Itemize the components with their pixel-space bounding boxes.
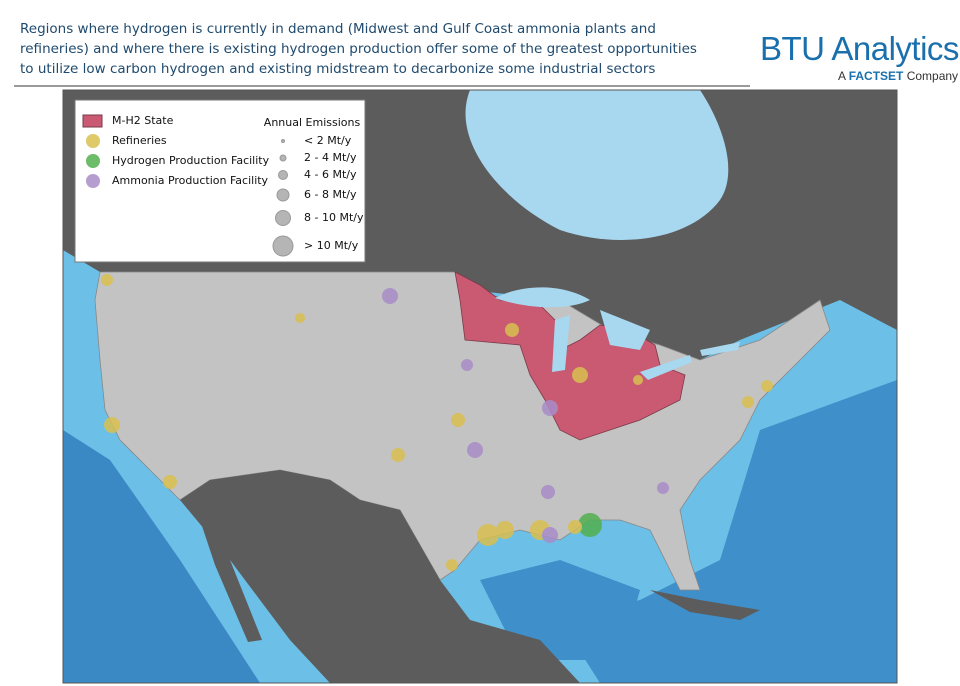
size-swatch xyxy=(278,170,288,180)
brand-sub-suffix: Company xyxy=(906,69,959,83)
cuba xyxy=(650,590,760,620)
refinery xyxy=(742,396,754,408)
facilities xyxy=(101,274,773,571)
rule xyxy=(14,85,750,87)
refinery xyxy=(633,375,643,385)
ammonia xyxy=(542,527,558,543)
refinery xyxy=(496,521,514,539)
size-swatch xyxy=(281,139,285,143)
refinery xyxy=(572,367,588,383)
caption-line: to utilize low carbon hydrogen and exist… xyxy=(20,61,656,77)
size-swatch xyxy=(276,188,290,202)
refinery xyxy=(104,417,120,433)
deep-ocean xyxy=(63,430,260,683)
hudson-bay xyxy=(465,90,729,240)
lake xyxy=(495,287,590,308)
brand-sub: A FACTSET Company xyxy=(838,69,958,83)
size-label: > 10 Mt/y xyxy=(304,239,359,252)
size-label: 2 - 4 Mt/y xyxy=(304,151,357,164)
deep-ocean xyxy=(560,380,897,683)
legend: M-H2 State Refineries Hydrogen Production … xyxy=(74,99,366,263)
lake xyxy=(600,310,650,350)
map-frame xyxy=(62,89,898,684)
refinery xyxy=(761,380,773,392)
legend-box xyxy=(74,99,366,263)
caption: Regions where hydrogen is currently in d… xyxy=(20,19,760,79)
ammonia xyxy=(542,400,558,416)
brand: BTU Analytics xyxy=(760,30,959,67)
brand-sub-company: FACTSET xyxy=(848,69,904,83)
mexico xyxy=(180,470,580,683)
legend-label: Ammonia Production Facility xyxy=(112,174,269,187)
size-title: Annual Emissions xyxy=(264,116,361,129)
size-label: < 2 Mt/y xyxy=(304,134,352,147)
lake xyxy=(552,315,570,372)
hydrogen xyxy=(578,513,602,537)
caption-line: Regions where hydrogen is currently in d… xyxy=(20,21,656,37)
legend-label: Refineries xyxy=(112,134,167,147)
size-swatch xyxy=(272,235,294,257)
size-swatch xyxy=(279,154,287,162)
refinery xyxy=(451,413,465,427)
brand-sub-prefix: A xyxy=(838,69,846,83)
legend-label: Hydrogen Production Facility xyxy=(112,154,270,167)
ammonia xyxy=(541,485,555,499)
lake xyxy=(640,355,692,380)
lake xyxy=(700,342,740,356)
ammonia xyxy=(461,359,473,371)
legend-swatch xyxy=(86,174,100,188)
refinery xyxy=(391,448,405,462)
refinery xyxy=(101,274,113,286)
map-body xyxy=(63,90,897,683)
legend-swatch xyxy=(86,154,100,168)
legend-swatch xyxy=(82,114,103,128)
refinery xyxy=(505,323,519,337)
refinery xyxy=(163,475,177,489)
legend-swatch xyxy=(86,134,100,148)
refinery xyxy=(295,313,305,323)
refinery xyxy=(477,524,499,546)
ammonia xyxy=(657,482,669,494)
size-swatch xyxy=(275,210,291,226)
baja xyxy=(195,500,262,642)
size-label: 6 - 8 Mt/y xyxy=(304,188,357,201)
caption-line: refineries) and where there is existing … xyxy=(20,41,697,57)
ammonia xyxy=(382,288,398,304)
size-label: 8 - 10 Mt/y xyxy=(304,211,364,224)
refinery xyxy=(568,520,582,534)
legend-label: M-H2 State xyxy=(112,114,174,127)
size-label: 4 - 6 Mt/y xyxy=(304,168,357,181)
ammonia xyxy=(467,442,483,458)
refinery xyxy=(446,559,458,571)
